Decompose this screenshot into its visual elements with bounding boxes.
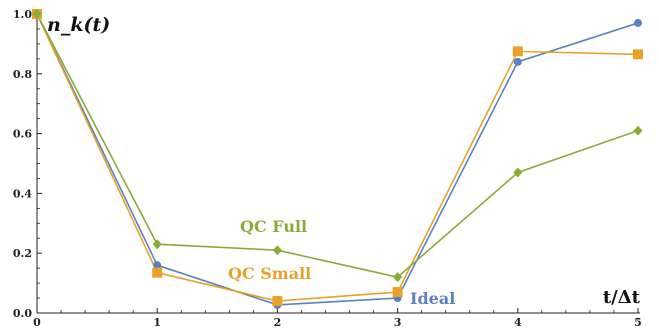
x-tick-label: 1 [153,316,161,329]
ticks: 0 1 2 3 4 5 0.0 0.2 0.4 0.6 0.8 1.0 [13,8,642,329]
data-point-qc-small [512,46,523,57]
data-point-qc-full [633,125,643,136]
x-tick-label: 0 [33,316,41,329]
series-label-qc-small: QC Small [228,264,311,283]
data-point-qc-full [513,167,523,178]
data-point-ideal [513,57,522,66]
data-point-qc-full [32,9,42,19]
y-tick-label: 0.2 [13,247,32,260]
x-tick-label: 3 [394,316,402,329]
y-tick-label: 0.4 [13,187,32,200]
data-point-qc-small [272,296,283,307]
axes [36,12,640,314]
data-point-qc-small [392,287,403,298]
data-point-qc-full [393,272,403,283]
x-tick-label: 2 [274,316,282,329]
data-point-ideal [153,261,162,270]
series-line-qc-small [36,13,639,302]
series-line-ideal [36,13,639,306]
y-tick-label: 0.0 [13,307,32,320]
data-point-qc-small [152,267,163,278]
y-tick-label: 0.8 [13,68,32,81]
labels-layer: Ideal QC Small QC Full [228,217,455,308]
series-layer [32,9,643,309]
x-axis-title: t/Δt [603,287,641,308]
data-point-qc-full [152,239,162,250]
x-tick-label: 5 [634,316,642,329]
series-label-qc-full: QC Full [240,217,307,236]
data-point-qc-small [633,49,643,60]
x-tick-label: 4 [514,316,522,329]
y-tick-label: 1.0 [13,8,32,21]
data-point-ideal [634,18,642,27]
series-line-qc-full [36,13,639,278]
y-tick-label: 0.6 [13,128,32,141]
y-axis-title: n_k(t) [47,14,110,36]
data-point-qc-full [272,245,282,256]
series-label-ideal: Ideal [410,289,455,308]
